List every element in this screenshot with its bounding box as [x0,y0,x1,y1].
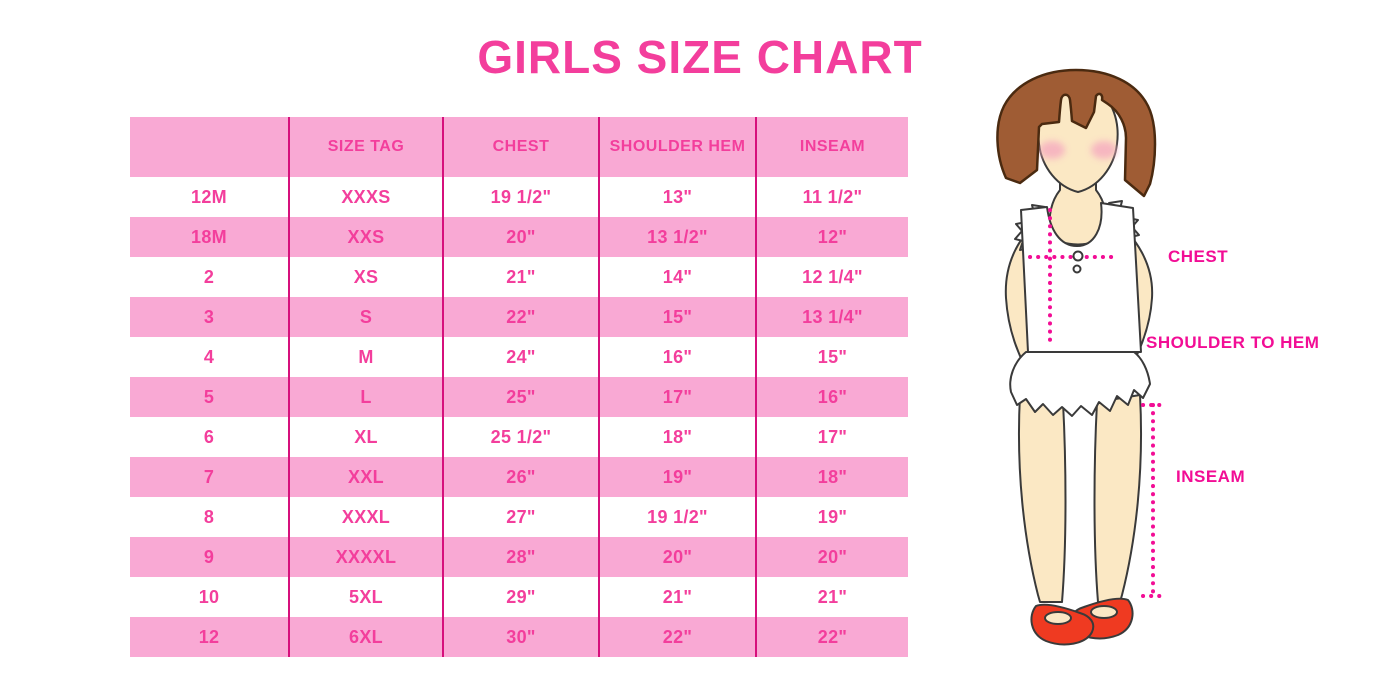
inseam-cell: 20" [756,537,908,577]
shoulder-hem-cell: 19" [599,457,757,497]
size-tag-cell: M [289,337,444,377]
size-cell: 12M [130,177,290,217]
inseam-cell: 12" [756,217,908,257]
chest-cell: 24" [443,337,600,377]
chest-cell: 28" [443,537,600,577]
chest-cell: 25 1/2" [443,417,600,457]
size-cell: 7 [130,457,290,497]
shoulder-hem-cell: 22" [599,617,757,657]
chest-cell: 20" [443,217,600,257]
hair [996,68,1157,198]
neck [1048,167,1108,246]
shoe-left [1030,603,1095,646]
chest-cell: 26" [443,457,600,497]
size-chart-table: SIZE TAG CHEST SHOULDER HEM INSEAM 12M XX… [130,117,908,657]
shoulder-hem-cell: 13" [599,177,757,217]
shirt-button-top [1072,250,1084,262]
chest-cell: 21" [443,257,600,297]
size-tag-cell: XS [289,257,444,297]
chest-cell: 29" [443,577,600,617]
inseam-cell: 21" [756,577,908,617]
size-cell: 9 [130,537,290,577]
table-row: 12 6XL 30" 22" 22" [130,617,908,657]
blush-left [1039,141,1065,159]
size-tag-cell: S [289,297,444,337]
leg-right [1093,394,1143,603]
table-row: 10 5XL 29" 21" 21" [130,577,908,617]
chest-label: CHEST [1168,247,1228,266]
shoulder-hem-cell: 14" [599,257,757,297]
table-row: 3 S 22" 15" 13 1/4" [130,297,908,337]
size-cell: 10 [130,577,290,617]
shirt-button-bottom [1072,264,1082,274]
size-tag-cell: XXXS [289,177,444,217]
table-body: 12M XXXS 19 1/2" 13" 11 1/2" 18M XXS 20" 13 1/2"… [130,177,908,657]
col-blank [130,117,290,177]
inseam-label: INSEAM [1176,467,1245,486]
inseam-cell: 17" [756,417,908,457]
size-cell: 3 [130,297,290,337]
size-cell: 5 [130,377,290,417]
size-tag-cell: XXL [289,457,444,497]
size-cell: 4 [130,337,290,377]
inseam-cell: 22" [756,617,908,657]
shoulder-hem-cell: 21" [599,577,757,617]
col-inseam: INSEAM [756,117,908,177]
table-row: 9 XXXXL 28" 20" 20" [130,537,908,577]
size-cell: 8 [130,497,290,537]
inseam-cell: 11 1/2" [756,177,908,217]
table-row: 8 XXXL 27" 19 1/2" 19" [130,497,908,537]
size-cell: 12 [130,617,290,657]
size-tag-cell: 6XL [289,617,444,657]
table-row: 6 XL 25 1/2" 18" 17" [130,417,908,457]
table-header: SIZE TAG CHEST SHOULDER HEM INSEAM [130,117,908,177]
size-tag-cell: XXS [289,217,444,257]
size-tag-cell: 5XL [289,577,444,617]
chest-cell: 22" [443,297,600,337]
table-row: 4 M 24" 16" 15" [130,337,908,377]
inseam-cell: 18" [756,457,908,497]
shoulder-hem-label: SHOULDER TO HEM [1146,333,1319,352]
shoulder-hem-cell: 19 1/2" [599,497,757,537]
shoulder-hem-cell: 18" [599,417,757,457]
col-size-tag: SIZE TAG [289,117,444,177]
shoulder-hem-cell: 20" [599,537,757,577]
shoulder-hem-cell: 16" [599,337,757,377]
shoulder-hem-cell: 15" [599,297,757,337]
col-shoulder-hem: SHOULDER HEM [599,117,757,177]
size-tag-cell: XXXXL [289,537,444,577]
size-tag-cell: XL [289,417,444,457]
girl-figure-illustration: CHEST SHOULDER TO HEM INSEAM [950,50,1400,700]
blush-right [1091,141,1117,159]
table-row: 7 XXL 26" 19" 18" [130,457,908,497]
table-row: 12M XXXS 19 1/2" 13" 11 1/2" [130,177,908,217]
page-title: GIRLS SIZE CHART [477,31,923,83]
chest-cell: 25" [443,377,600,417]
size-tag-cell: XXXL [289,497,444,537]
skirt [1009,351,1151,417]
inseam-cell: 12 1/4" [756,257,908,297]
size-cell: 18M [130,217,290,257]
size-cell: 6 [130,417,290,457]
inseam-cell: 15" [756,337,908,377]
chest-cell: 27" [443,497,600,537]
inseam-cell: 16" [756,377,908,417]
girl-figure-svg: CHEST SHOULDER TO HEM INSEAM [996,68,1319,646]
shoulder-hem-cell: 13 1/2" [599,217,757,257]
col-chest: CHEST [443,117,600,177]
chest-cell: 19 1/2" [443,177,600,217]
size-cell: 2 [130,257,290,297]
chest-cell: 30" [443,617,600,657]
size-tag-cell: L [289,377,444,417]
inseam-cell: 13 1/4" [756,297,908,337]
table-row: 18M XXS 20" 13 1/2" 12" [130,217,908,257]
table-row: 2 XS 21" 14" 12 1/4" [130,257,908,297]
inseam-cell: 19" [756,497,908,537]
leg-left [1017,394,1067,603]
table-row: 5 L 25" 17" 16" [130,377,908,417]
shoulder-hem-cell: 17" [599,377,757,417]
